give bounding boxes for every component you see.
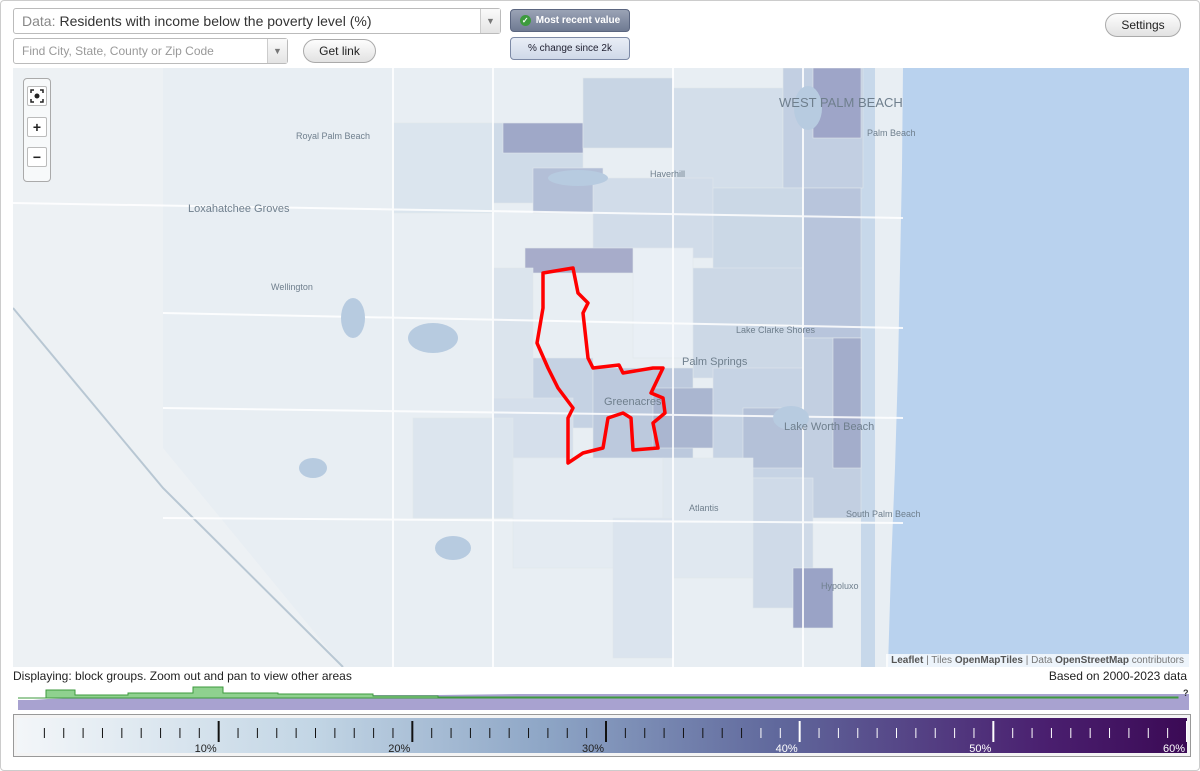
map-label: Haverhill [650, 169, 685, 179]
attribution-text: | Data [1023, 655, 1056, 666]
map-label: Greenacres [604, 396, 662, 408]
data-select-value: Residents with income below the poverty … [59, 13, 372, 29]
zoom-in-button[interactable]: + [27, 117, 47, 137]
distribution-histogram: ? [18, 686, 1189, 710]
map-label: Palm Beach [867, 128, 916, 138]
fit-extent-icon [30, 89, 44, 103]
map-label: Loxahatchee Groves [188, 203, 290, 215]
map-label: Lake Clarke Shores [736, 325, 816, 335]
legend-ticks: 10% 20% 30% 40% 50% 60% [43, 721, 1187, 753]
find-location-field[interactable]: ▼ [13, 38, 288, 64]
block-groups-layer [392, 68, 864, 659]
map-label: Palm Springs [682, 356, 748, 368]
map-canvas: WEST PALM BEACH Palm Beach Royal Palm Be… [13, 68, 1189, 667]
get-link-button[interactable]: Get link [303, 39, 376, 63]
legend-tick-label: 60% [1163, 743, 1185, 753]
settings-button[interactable]: Settings [1105, 13, 1181, 37]
selected-area-outline [535, 266, 667, 465]
legend-tick-label: 30% [582, 743, 604, 753]
data-select[interactable]: Data: Residents with income below the po… [13, 8, 501, 34]
map-label: Wellington [271, 282, 313, 292]
attribution-text: | Tiles [923, 655, 955, 666]
checkmark-icon: ✓ [519, 15, 531, 26]
zoom-control: + − [23, 78, 51, 182]
openstreetmap-link[interactable]: OpenStreetMap [1055, 655, 1129, 666]
map-label: Lake Worth Beach [784, 421, 874, 433]
map[interactable]: WEST PALM BEACH Palm Beach Royal Palm Be… [13, 68, 1189, 667]
unknown-marker: ? [1183, 688, 1189, 698]
map-label: South Palm Beach [846, 509, 921, 519]
percent-change-label: % change since 2k [528, 43, 612, 54]
attribution-text: contributors [1128, 655, 1184, 666]
displaying-status: Displaying: block groups. Zoom out and p… [13, 669, 352, 683]
zoom-out-button[interactable]: − [27, 147, 47, 167]
map-label: Atlantis [689, 503, 719, 513]
map-label: WEST PALM BEACH [779, 95, 903, 110]
legend-gradient: 10% 20% 30% 40% 50% 60% [17, 718, 1187, 753]
map-attribution: Leaflet | Tiles OpenMapTiles | Data Open… [886, 654, 1189, 667]
chevron-down-icon[interactable]: ▼ [480, 9, 500, 33]
fit-extent-icon[interactable] [27, 86, 47, 106]
find-location-input[interactable] [14, 39, 264, 63]
legend-tick-label: 10% [195, 743, 217, 753]
color-legend[interactable]: 10% 20% 30% 40% 50% 60% [13, 714, 1191, 757]
legend-tick-label: 50% [969, 743, 991, 753]
most-recent-value-button[interactable]: ✓ Most recent value [510, 9, 630, 32]
chevron-down-icon[interactable]: ▼ [267, 39, 287, 63]
percent-change-button[interactable]: % change since 2k [510, 37, 630, 60]
openmaptiles-link[interactable]: OpenMapTiles [954, 655, 1023, 666]
map-label: Royal Palm Beach [296, 131, 370, 141]
map-label: Hypoluxo [821, 581, 859, 591]
data-select-prefix: Data: [22, 13, 56, 29]
data-range-status: Based on 2000-2023 data [1048, 669, 1187, 683]
leaflet-link[interactable]: Leaflet [891, 655, 924, 666]
most-recent-value-label: Most recent value [535, 15, 621, 26]
legend-tick-label: 20% [388, 743, 410, 753]
legend-tick-label: 40% [776, 743, 798, 753]
